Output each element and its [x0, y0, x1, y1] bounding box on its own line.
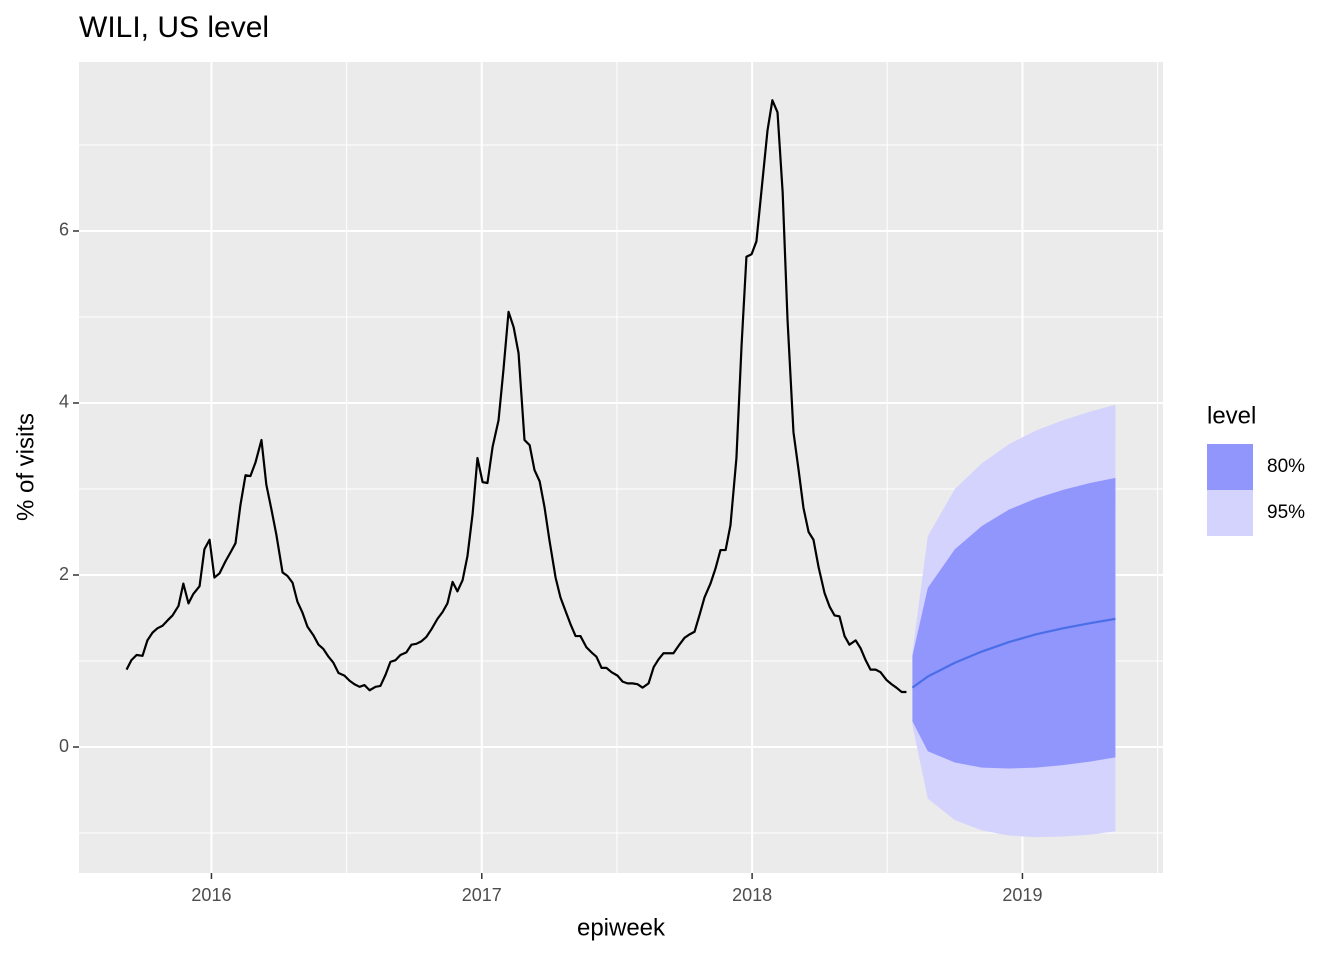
legend-label: 80% — [1267, 456, 1305, 477]
legend: level 80% 95% — [1207, 402, 1305, 536]
y-tick-label: 0 — [59, 736, 69, 756]
chart-title: WILI, US level — [79, 11, 269, 44]
minor-grid — [79, 62, 1163, 873]
interval-band — [912, 477, 1116, 769]
x-tick-label: 2019 — [1002, 885, 1042, 905]
axes: 0 2 4 6 2016 2017 2018 2019 — [59, 220, 1042, 905]
y-axis-label: % of visits — [12, 413, 39, 521]
y-tick-label: 4 — [59, 392, 69, 412]
legend-key — [1207, 444, 1253, 490]
legend-key — [1207, 490, 1253, 536]
legend-title: level — [1207, 402, 1256, 429]
plot-marks — [125, 99, 1116, 838]
y-tick-label: 6 — [59, 220, 69, 240]
x-tick-label: 2017 — [462, 885, 502, 905]
x-tick-label: 2018 — [732, 885, 772, 905]
series-line — [911, 617, 1116, 689]
x-axis-label: epiweek — [577, 914, 666, 941]
legend-label: 95% — [1267, 502, 1305, 523]
x-tick-label: 2016 — [191, 885, 231, 905]
series-line — [125, 99, 907, 694]
y-tick-label: 2 — [59, 564, 69, 584]
